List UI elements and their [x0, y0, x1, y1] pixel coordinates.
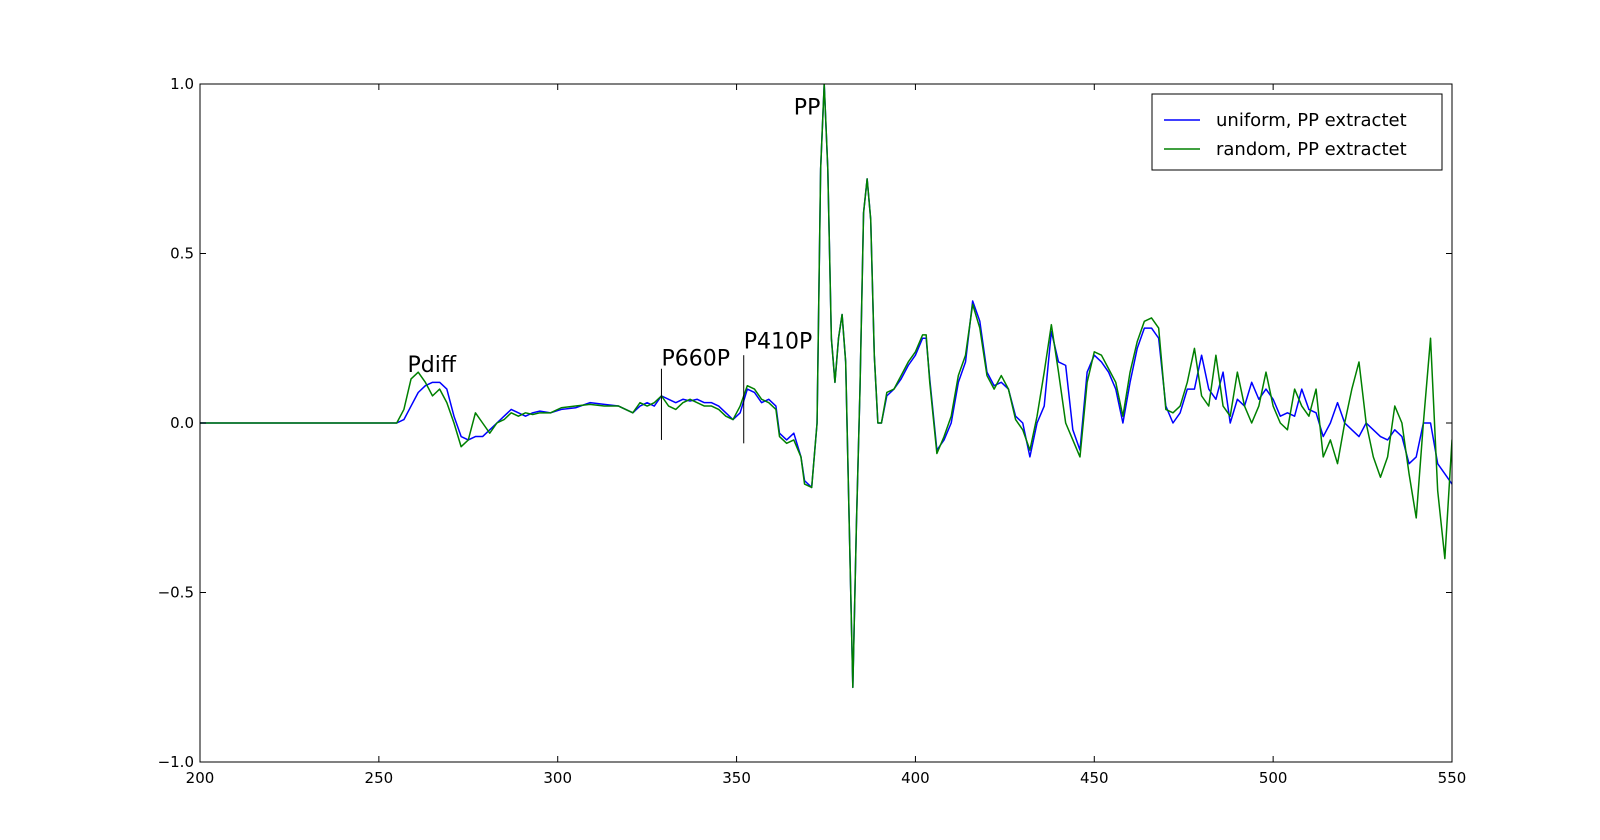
annotations: Pdiff P660P P410P PP — [407, 96, 820, 444]
legend-entry-label: uniform, PP extractet — [1216, 110, 1407, 131]
y-tick-label: 0.5 — [170, 245, 194, 263]
annotation-pdiff: Pdiff — [407, 353, 456, 378]
series-line-uniform — [200, 84, 1452, 689]
annotation-p410p: P410P — [744, 329, 813, 354]
annotation-pp: PP — [794, 96, 821, 121]
legend-box — [1151, 93, 1443, 171]
y-tick-label: 0.0 — [170, 414, 194, 432]
x-tick-label: 300 — [543, 769, 572, 787]
x-tick-label: 250 — [365, 769, 394, 787]
x-tick-label: 550 — [1438, 769, 1467, 787]
x-tick-label: 400 — [901, 769, 930, 787]
series-layer — [200, 84, 1452, 689]
axis-ticks: 200 250 300 350 400 450 500 550 −1.0 −0.5 0.0 0.5 1.… — [158, 75, 1467, 787]
annotation-p660p: P660P — [661, 346, 730, 371]
x-tick-label: 200 — [186, 769, 215, 787]
legend-entry-label: random, PP extractet — [1216, 139, 1407, 160]
x-tick-label: 500 — [1259, 769, 1288, 787]
x-tick-label: 350 — [722, 769, 751, 787]
series-line-random — [200, 84, 1452, 689]
y-tick-label: −0.5 — [158, 584, 194, 602]
x-tick-label: 450 — [1080, 769, 1109, 787]
y-tick-label: −1.0 — [158, 753, 194, 771]
y-tick-label: 1.0 — [170, 75, 194, 93]
legend: uniform, PP extractet random, PP extracte… — [1151, 93, 1443, 171]
